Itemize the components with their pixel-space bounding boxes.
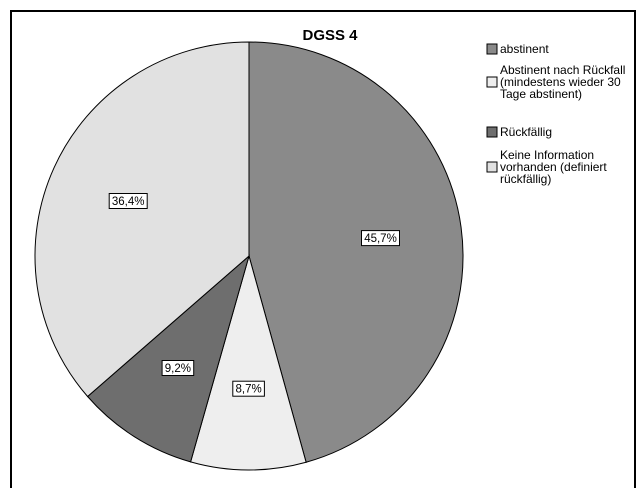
pie-slice-abstinent-nach-rueckfall bbox=[189, 254, 307, 471]
legend-swatch bbox=[486, 126, 498, 138]
chart-frame bbox=[10, 10, 636, 488]
legend-label: Keine Information vorhanden (definiert rüc… bbox=[500, 148, 607, 186]
pie-slice-abstinent bbox=[248, 41, 464, 463]
legend-label: Abstinent nach Rückfall (mindestens wiede… bbox=[500, 63, 625, 101]
data-label-abstinent-nach-rueckfall: 8,7% bbox=[232, 380, 265, 397]
pie-slice-keine-information bbox=[34, 41, 250, 398]
data-label-text: 36,4% bbox=[112, 196, 145, 208]
data-label-keine-information: 36,4% bbox=[108, 193, 148, 209]
legend-swatch bbox=[486, 76, 498, 88]
data-label-box bbox=[161, 360, 195, 376]
data-label-text: 9,2% bbox=[165, 363, 191, 375]
data-label-box bbox=[108, 193, 148, 209]
legend-item-abstinent-nach-rueckfall: Abstinent nach Rückfall (mindestens wiede… bbox=[486, 63, 625, 101]
legend-label: abstinent bbox=[500, 42, 549, 56]
legend-label: Rückfällig bbox=[500, 125, 552, 139]
pie-slice-rueckfaellig bbox=[86, 254, 250, 463]
data-label-abstinent: 45,7% bbox=[361, 230, 400, 247]
legend-item-abstinent: abstinent bbox=[486, 42, 549, 56]
pie-slices bbox=[34, 41, 464, 471]
legend-swatch bbox=[486, 161, 498, 173]
chart-title: DGSS 4 bbox=[302, 27, 358, 44]
pie-data-labels: 45,7% 8,7% 9,2% 36,4% bbox=[108, 193, 400, 397]
data-label-box bbox=[361, 230, 400, 247]
legend-item-keine-information: Keine Information vorhanden (definiert rüc… bbox=[486, 148, 607, 186]
data-label-text: 8,7% bbox=[235, 384, 261, 396]
data-label-text: 45,7% bbox=[364, 233, 397, 245]
legend: abstinent Abstinent nach Rückfall (mindest… bbox=[486, 42, 625, 186]
data-label-box bbox=[232, 380, 265, 397]
data-label-rueckfaellig: 9,2% bbox=[161, 360, 195, 376]
legend-item-rueckfaellig: Rückfällig bbox=[486, 125, 552, 139]
legend-swatch bbox=[486, 43, 498, 55]
